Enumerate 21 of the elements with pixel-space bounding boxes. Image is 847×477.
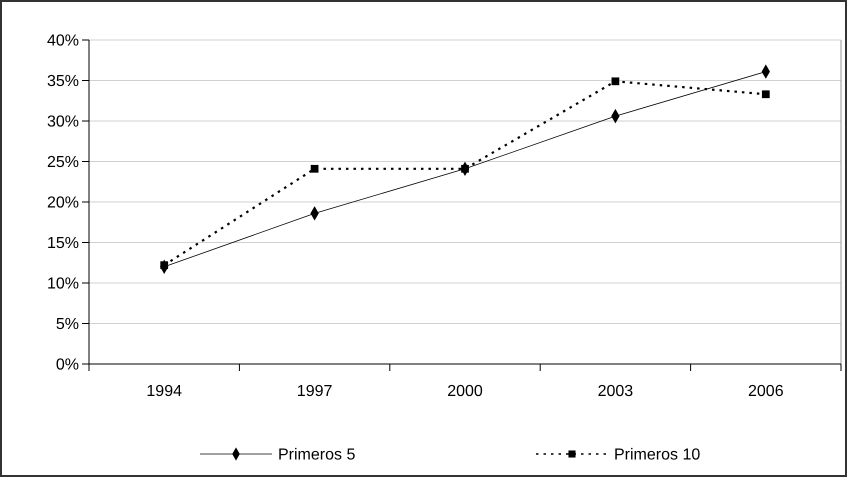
x-tick-label: 2003 — [598, 383, 634, 400]
x-tick-label: 2006 — [748, 383, 784, 400]
legend-label: Primeros 5 — [278, 446, 356, 464]
y-tick-label: 25% — [46, 154, 79, 172]
x-tick-label: 2000 — [447, 383, 483, 400]
point — [310, 164, 318, 173]
point — [461, 164, 469, 173]
legend-label: Primeros 10 — [614, 446, 700, 464]
point — [762, 90, 770, 98]
y-tick-label: 40% — [46, 32, 79, 50]
y-tick-label: 10% — [46, 276, 79, 293]
point — [160, 261, 168, 270]
point — [612, 77, 620, 86]
y-tick-label: 35% — [46, 73, 79, 90]
y-tick-label: 5% — [56, 316, 79, 334]
y-tick-label: 15% — [46, 235, 79, 252]
y-tick-label: 20% — [46, 194, 79, 212]
x-tick-label: 1997 — [296, 383, 332, 400]
y-tick-label: 30% — [46, 114, 79, 131]
y-tick-label: 0% — [56, 356, 79, 374]
x-tick-label: 1994 — [146, 383, 182, 400]
